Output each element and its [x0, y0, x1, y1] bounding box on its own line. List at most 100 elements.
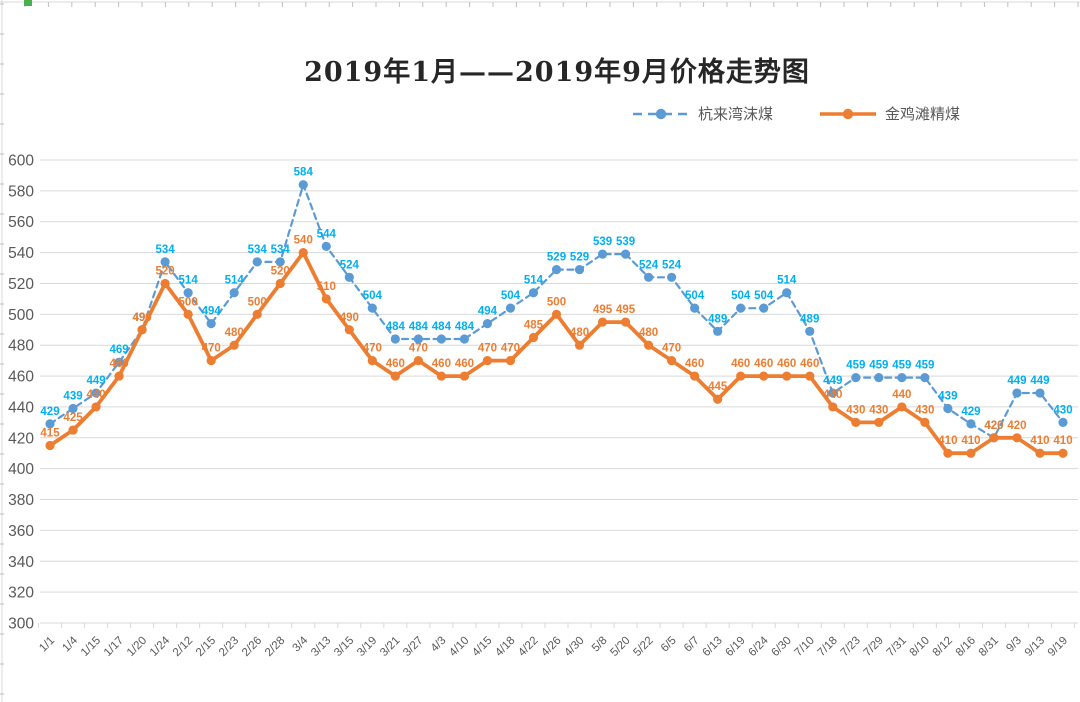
- data-point-0[interactable]: [206, 318, 216, 329]
- data-point-0[interactable]: [828, 388, 838, 398]
- data-point-1[interactable]: [759, 371, 769, 381]
- data-point-1[interactable]: [1035, 448, 1045, 458]
- data-point-0[interactable]: [1058, 417, 1068, 427]
- data-label-1: 410: [938, 435, 957, 447]
- data-point-0[interactable]: [643, 272, 654, 282]
- data-point-0[interactable]: [667, 272, 677, 282]
- data-point-0[interactable]: [1012, 388, 1022, 398]
- data-point-0[interactable]: [782, 288, 792, 298]
- data-point-1[interactable]: [436, 371, 446, 381]
- data-point-0[interactable]: [45, 419, 55, 429]
- data-point-1[interactable]: [1012, 433, 1022, 443]
- data-point-1[interactable]: [183, 309, 193, 319]
- data-label-0: 459: [869, 360, 888, 372]
- data-point-0[interactable]: [713, 326, 723, 336]
- data-point-0[interactable]: [68, 403, 78, 414]
- data-point-1[interactable]: [298, 248, 308, 258]
- data-point-1[interactable]: [252, 309, 262, 319]
- data-point-1[interactable]: [828, 402, 838, 412]
- data-point-1[interactable]: [482, 356, 493, 366]
- data-point-0[interactable]: [459, 334, 470, 344]
- data-point-1[interactable]: [574, 340, 585, 350]
- data-point-1[interactable]: [344, 325, 354, 335]
- data-label-1: 480: [639, 327, 658, 339]
- data-point-0[interactable]: [897, 373, 907, 383]
- data-point-1[interactable]: [229, 340, 239, 350]
- data-point-0[interactable]: [160, 257, 170, 267]
- data-point-0[interactable]: [736, 303, 746, 313]
- x-axis-category-label: 4/26: [539, 635, 563, 659]
- data-point-1[interactable]: [390, 371, 400, 381]
- data-point-1[interactable]: [206, 356, 216, 366]
- data-point-1[interactable]: [275, 278, 285, 289]
- data-point-1[interactable]: [367, 356, 377, 366]
- data-point-1[interactable]: [851, 417, 861, 427]
- data-point-0[interactable]: [321, 241, 331, 252]
- data-point-1[interactable]: [91, 402, 101, 412]
- data-point-0[interactable]: [551, 264, 562, 275]
- data-point-1[interactable]: [782, 371, 792, 381]
- data-point-1[interactable]: [528, 332, 539, 343]
- data-point-1[interactable]: [920, 417, 930, 427]
- data-point-0[interactable]: [436, 334, 446, 344]
- data-point-1[interactable]: [620, 317, 631, 327]
- data-point-0[interactable]: [574, 264, 585, 275]
- data-point-1[interactable]: [989, 433, 999, 443]
- data-point-1[interactable]: [874, 417, 884, 427]
- data-point-1[interactable]: [597, 317, 608, 327]
- data-point-0[interactable]: [275, 257, 285, 267]
- data-point-0[interactable]: [597, 249, 608, 259]
- data-point-1[interactable]: [966, 448, 976, 458]
- data-point-1[interactable]: [160, 278, 170, 289]
- data-point-1[interactable]: [505, 356, 516, 366]
- data-point-1[interactable]: [643, 340, 654, 350]
- data-point-0[interactable]: [367, 303, 377, 313]
- data-point-1[interactable]: [551, 309, 562, 319]
- data-point-1[interactable]: [321, 294, 331, 304]
- data-point-0[interactable]: [344, 272, 354, 282]
- data-point-1[interactable]: [459, 371, 470, 381]
- data-point-0[interactable]: [920, 373, 930, 383]
- data-point-1[interactable]: [943, 448, 953, 458]
- data-point-0[interactable]: [874, 373, 884, 383]
- data-point-0[interactable]: [390, 334, 400, 344]
- data-point-1[interactable]: [805, 371, 815, 381]
- data-point-0[interactable]: [482, 318, 493, 329]
- data-point-1[interactable]: [68, 425, 78, 435]
- data-point-1[interactable]: [114, 371, 124, 381]
- data-point-0[interactable]: [759, 303, 769, 313]
- data-point-0[interactable]: [413, 334, 423, 344]
- data-point-1[interactable]: [897, 402, 907, 412]
- data-point-0[interactable]: [505, 303, 516, 313]
- data-point-1[interactable]: [45, 440, 55, 451]
- legend-item-jinjitan[interactable]: 金鸡滩精煤: [819, 103, 960, 124]
- data-point-0[interactable]: [252, 257, 262, 267]
- legend-item-hanglaiwan[interactable]: 杭来湾沫煤: [632, 103, 773, 124]
- data-point-1[interactable]: [690, 371, 700, 381]
- data-point-0[interactable]: [805, 326, 815, 336]
- data-label-0: 449: [1030, 375, 1049, 387]
- data-point-1[interactable]: [667, 356, 677, 366]
- data-point-0[interactable]: [183, 288, 193, 298]
- data-point-0[interactable]: [91, 388, 101, 398]
- x-axis-category-label: 7/18: [816, 635, 840, 659]
- data-point-1[interactable]: [1058, 448, 1068, 458]
- data-point-1[interactable]: [713, 394, 723, 404]
- data-point-0[interactable]: [528, 288, 539, 298]
- data-point-1[interactable]: [137, 325, 147, 335]
- data-point-0[interactable]: [690, 303, 700, 313]
- data-point-0[interactable]: [229, 288, 239, 298]
- data-point-0[interactable]: [114, 357, 124, 367]
- data-point-0[interactable]: [943, 403, 953, 414]
- data-point-0[interactable]: [1035, 388, 1045, 398]
- data-point-0[interactable]: [298, 180, 308, 190]
- data-label-0: 504: [754, 290, 774, 302]
- data-label-1: 440: [823, 389, 842, 401]
- data-point-0[interactable]: [966, 419, 976, 429]
- x-axis-category-label: 2/26: [240, 635, 264, 659]
- data-point-0[interactable]: [620, 249, 631, 259]
- data-point-1[interactable]: [413, 356, 423, 366]
- data-point-1[interactable]: [736, 371, 746, 381]
- data-point-0[interactable]: [851, 373, 861, 383]
